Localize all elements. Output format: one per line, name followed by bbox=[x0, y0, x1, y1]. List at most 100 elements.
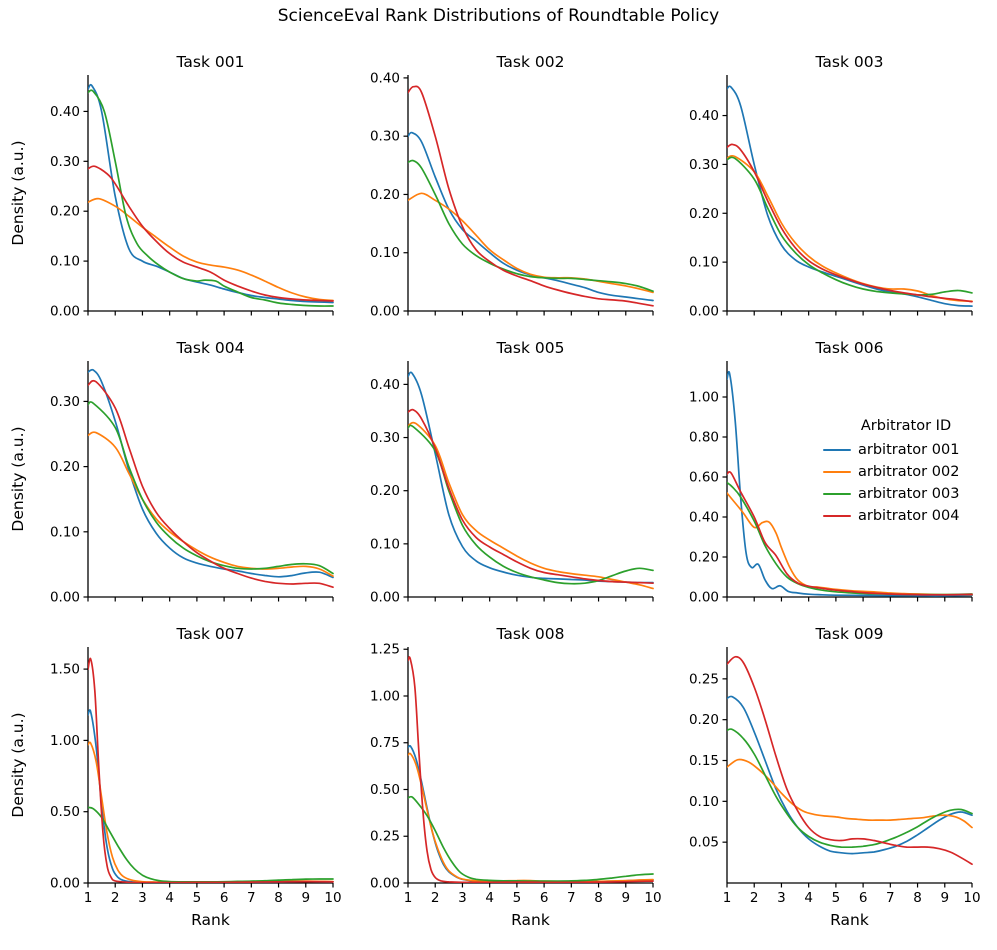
y-tick-label: 0.15 bbox=[689, 753, 719, 769]
x-axis bbox=[726, 311, 973, 316]
x-tick-label: 9 bbox=[940, 890, 949, 906]
task-009-subplot: Task 009 0.05 0.10 0.15 0.20 0.25 1 2 3 4 5 6 7 8 9 10 R… bbox=[689, 625, 981, 929]
legend-label: arbitrator 004 bbox=[858, 508, 960, 524]
x-axis bbox=[87, 597, 334, 602]
x-tick-label: 2 bbox=[111, 890, 120, 906]
legend: Arbitrator ID arbitrator 001 arbitrator 0… bbox=[818, 418, 994, 527]
y-axis: 0.00 0.25 0.50 0.75 1.00 1.25 bbox=[370, 642, 408, 892]
y-tick-label: 0.10 bbox=[370, 245, 400, 261]
y-axis: 0.00 0.10 0.20 0.30 0.40 bbox=[50, 104, 88, 320]
x-tick-label: 7 bbox=[886, 890, 895, 906]
x-tick-label: 4 bbox=[165, 890, 174, 906]
x-tick-label: 3 bbox=[777, 890, 786, 906]
y-tick-label: 1.00 bbox=[50, 733, 80, 749]
task-002-series-arbitrator-004 bbox=[408, 85, 654, 307]
y-tick-label: 0.00 bbox=[689, 590, 719, 606]
series-lines bbox=[408, 371, 654, 590]
y-tick-label: 0.10 bbox=[370, 536, 400, 552]
legend-entry-arbitrator-004: arbitrator 004 bbox=[818, 505, 994, 527]
legend-line-swatch bbox=[823, 515, 851, 517]
task-001-subplot: Task 001 0.00 0.10 0.20 0.30 0.40 Density (a.u… bbox=[9, 53, 334, 320]
task-004-subplot: Task 004 0.00 0.10 0.20 0.30 Density (a.u.) bbox=[9, 339, 334, 606]
task-001-series-arbitrator-001 bbox=[88, 83, 334, 304]
x-tick-label: 9 bbox=[301, 890, 310, 906]
series-lines bbox=[408, 85, 654, 307]
y-tick-label: 0.30 bbox=[689, 157, 719, 173]
task-008-series-arbitrator-001 bbox=[408, 744, 654, 883]
y-axis: 0.00 0.10 0.20 0.30 0.40 bbox=[370, 377, 408, 606]
task-008-subplot: Task 008 0.00 0.25 0.50 0.75 1.00 1.25 1 2 3 4 5 6 7 8… bbox=[370, 625, 662, 929]
task-005-series-arbitrator-003 bbox=[408, 424, 654, 585]
axes bbox=[726, 75, 972, 312]
task-007-subplot: Task 007 0.00 0.50 1.00 1.50 1 2 3 4 5 6 7 8 9 10 Densi… bbox=[9, 625, 342, 929]
legend-entry-arbitrator-001: arbitrator 001 bbox=[818, 439, 994, 461]
y-tick-label: 0.20 bbox=[370, 187, 400, 203]
task-007-series-arbitrator-003 bbox=[88, 806, 334, 883]
axes bbox=[407, 647, 653, 884]
axes bbox=[407, 75, 653, 312]
legend-line-swatch bbox=[823, 471, 851, 473]
series-lines bbox=[727, 655, 973, 866]
task-004-series-arbitrator-001 bbox=[88, 368, 334, 579]
x-tick-label: 1 bbox=[404, 890, 413, 906]
subplot-title: Task 006 bbox=[815, 339, 884, 357]
y-tick-label: 0.00 bbox=[370, 590, 400, 606]
task-001-series-arbitrator-002 bbox=[88, 197, 334, 302]
task-001-series-arbitrator-003 bbox=[88, 89, 334, 307]
y-tick-label: 0.25 bbox=[370, 829, 400, 845]
y-tick-label: 0.40 bbox=[50, 104, 80, 120]
y-tick-label: 1.50 bbox=[50, 662, 80, 678]
x-tick-label: 7 bbox=[567, 890, 576, 906]
task-004-series-arbitrator-003 bbox=[88, 401, 334, 575]
x-axis-label: Rank bbox=[830, 911, 869, 929]
axes bbox=[87, 75, 333, 312]
series-lines bbox=[88, 83, 334, 307]
x-tick-label: 4 bbox=[804, 890, 813, 906]
y-tick-label: 0.30 bbox=[370, 129, 400, 145]
x-tick-label: 1 bbox=[84, 890, 93, 906]
task-004-series-arbitrator-004 bbox=[88, 379, 334, 589]
x-tick-label: 1 bbox=[723, 890, 732, 906]
subplot-title: Task 003 bbox=[815, 53, 884, 71]
legend-entries: arbitrator 001 arbitrator 002 arbitrator 0… bbox=[818, 439, 994, 527]
x-axis bbox=[87, 311, 334, 316]
y-tick-label: 0.20 bbox=[689, 206, 719, 222]
x-axis bbox=[407, 311, 654, 316]
y-tick-label: 0.10 bbox=[689, 255, 719, 271]
task-005-series-arbitrator-004 bbox=[408, 408, 654, 585]
x-tick-label: 10 bbox=[963, 890, 980, 906]
task-007-series-arbitrator-004 bbox=[88, 657, 334, 883]
subplot-title: Task 007 bbox=[176, 625, 245, 643]
y-tick-label: 0.30 bbox=[50, 154, 80, 170]
y-tick-label: 0.40 bbox=[689, 510, 719, 526]
legend-label: arbitrator 001 bbox=[858, 442, 960, 458]
x-tick-label: 10 bbox=[644, 890, 661, 906]
x-tick-label: 5 bbox=[513, 890, 522, 906]
legend-label: arbitrator 003 bbox=[858, 486, 960, 502]
x-axis: 1 2 3 4 5 6 7 8 9 10 bbox=[404, 883, 662, 906]
y-tick-label: 0.75 bbox=[370, 735, 400, 751]
task-008-series-arbitrator-004 bbox=[408, 656, 654, 883]
y-tick-label: 0.10 bbox=[50, 524, 80, 540]
task-003-series-arbitrator-003 bbox=[727, 156, 973, 296]
x-tick-label: 3 bbox=[138, 890, 147, 906]
y-tick-label: 1.00 bbox=[689, 390, 719, 406]
legend-line-swatch bbox=[823, 493, 851, 495]
y-axis-label: Density (a.u.) bbox=[9, 426, 27, 531]
task-003-subplot: Task 003 0.00 0.10 0.20 0.30 0.40 bbox=[689, 53, 973, 320]
y-tick-label: 0.20 bbox=[50, 204, 80, 220]
y-tick-label: 0.00 bbox=[370, 304, 400, 320]
series-lines bbox=[727, 85, 973, 307]
y-axis: 0.00 0.50 1.00 1.50 bbox=[50, 662, 88, 892]
x-axis-label: Rank bbox=[511, 911, 550, 929]
y-tick-label: 0.05 bbox=[689, 835, 719, 851]
y-tick-label: 0.40 bbox=[370, 70, 400, 86]
subplot-title: Task 001 bbox=[176, 53, 245, 71]
task-009-series-arbitrator-001 bbox=[727, 695, 973, 855]
x-tick-label: 6 bbox=[220, 890, 229, 906]
axes bbox=[87, 647, 333, 884]
x-axis: 1 2 3 4 5 6 7 8 9 10 bbox=[723, 883, 981, 906]
task-008-series-arbitrator-002 bbox=[408, 752, 654, 883]
x-tick-label: 4 bbox=[485, 890, 494, 906]
